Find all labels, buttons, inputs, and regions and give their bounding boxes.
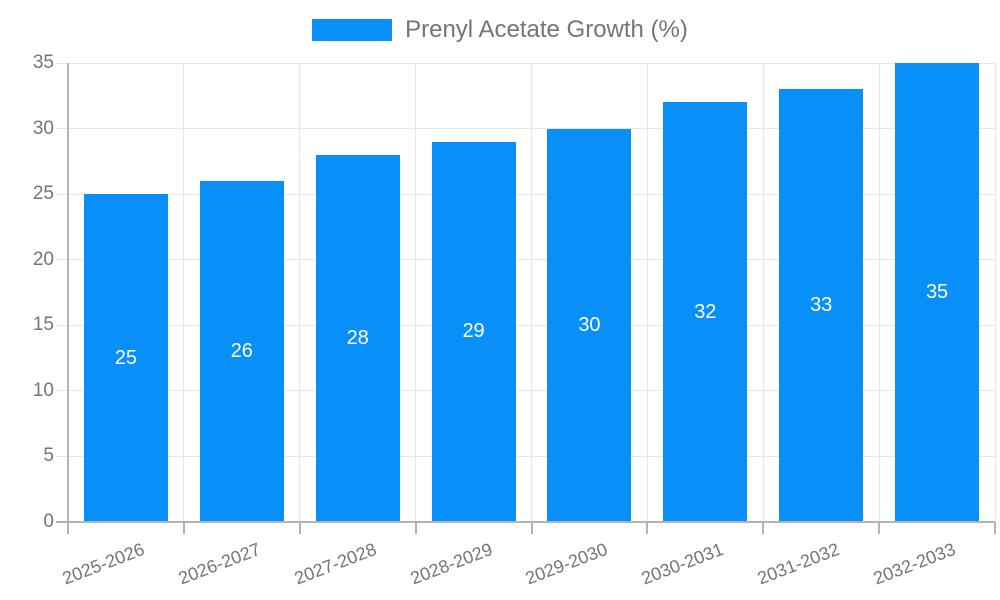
x-gridline <box>299 63 301 522</box>
x-axis-tick <box>646 522 649 534</box>
x-gridline <box>762 63 764 522</box>
bar-2025-2026[interactable]: 25 <box>83 194 168 522</box>
bar-value-label: 28 <box>346 326 369 349</box>
y-axis-tick-label: 30 <box>32 117 54 139</box>
x-gridline <box>878 63 880 522</box>
bar-2026-2027[interactable]: 26 <box>199 181 284 522</box>
x-axis-tick <box>298 522 301 534</box>
y-axis-tick-label: 15 <box>32 314 54 336</box>
bar-value-label: 32 <box>694 300 717 323</box>
y-gridline <box>56 259 995 261</box>
y-gridline <box>56 62 995 64</box>
x-axis-tick <box>182 522 185 534</box>
x-gridline <box>531 63 532 522</box>
x-axis-tick <box>878 522 881 534</box>
x-gridline <box>646 63 648 522</box>
x-axis-tick <box>994 522 996 534</box>
x-axis-tick <box>414 522 417 534</box>
x-axis-tick <box>67 522 69 534</box>
x-axis-line <box>56 521 995 523</box>
legend-item[interactable]: Prenyl Acetate Growth (%) <box>312 16 688 44</box>
bar-value-label: 26 <box>230 340 253 363</box>
x-gridline <box>183 63 185 522</box>
y-axis-tick-label: 20 <box>32 248 54 270</box>
bar-value-label: 30 <box>578 313 601 336</box>
bar-2028-2029[interactable]: 29 <box>431 141 516 522</box>
y-axis-tick-label: 5 <box>43 445 54 467</box>
y-gridline <box>56 324 995 326</box>
y-axis-tick-label: 35 <box>32 52 54 73</box>
bar-2031-2032[interactable]: 33 <box>779 89 864 522</box>
bar-value-label: 29 <box>462 320 485 343</box>
legend: Prenyl Acetate Growth (%) <box>0 16 1000 44</box>
bar-value-label: 33 <box>810 294 833 317</box>
x-gridline <box>994 63 996 522</box>
x-axis-tick <box>530 522 533 534</box>
y-gridline <box>56 455 995 457</box>
y-axis-tick-label: 0 <box>43 511 54 532</box>
x-gridline <box>415 63 417 522</box>
bar-2032-2033[interactable]: 35 <box>895 63 980 522</box>
plot-area: 0 5 10 15 20 25 30 35 25 2025-2026 26 2026-2027 28 20… <box>33 52 996 589</box>
y-axis-tick-label: 10 <box>32 379 54 401</box>
bar-2029-2030[interactable]: 30 <box>547 128 632 522</box>
y-axis-tick-label: 25 <box>32 183 54 205</box>
x-axis-tick <box>762 522 765 534</box>
bar-value-label: 35 <box>925 281 949 303</box>
bar-2030-2031[interactable]: 32 <box>663 102 748 522</box>
y-axis-line <box>67 63 69 522</box>
y-gridline <box>56 128 995 130</box>
legend-swatch-icon <box>312 19 393 41</box>
bar-value-label: 25 <box>114 346 138 369</box>
y-gridline <box>56 193 995 195</box>
y-gridline <box>56 390 995 392</box>
legend-label: Prenyl Acetate Growth (%) <box>405 16 688 43</box>
bar-2027-2028[interactable]: 28 <box>315 154 400 522</box>
